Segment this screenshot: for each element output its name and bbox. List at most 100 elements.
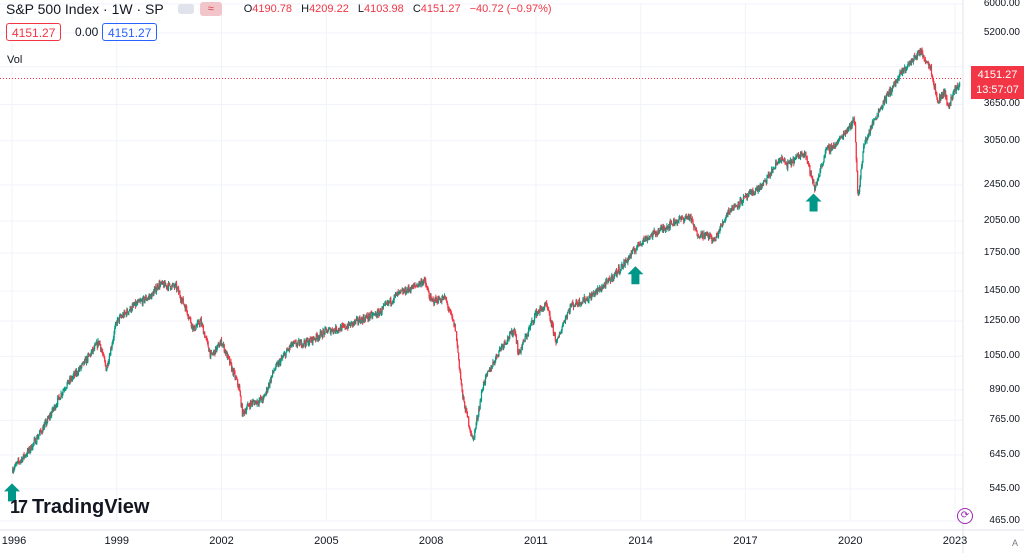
- wave-icon[interactable]: ≈: [199, 2, 222, 16]
- candle-body-591: [409, 289, 411, 291]
- buy-price-button[interactable]: 4151.27: [102, 23, 158, 41]
- candle-body-1285: [875, 118, 877, 120]
- candle-body-1150: [784, 159, 786, 163]
- candle-body-1231: [838, 137, 841, 140]
- candle-body-642: [443, 296, 445, 300]
- candle-body-732: [503, 341, 505, 346]
- candle-body-922: [631, 251, 633, 254]
- candle-body-103: [81, 363, 83, 367]
- candle-body-268: [192, 323, 194, 330]
- candle-body-1: [12, 470, 14, 473]
- candle-body-274: [196, 325, 198, 327]
- candle-body-1059: [723, 221, 725, 223]
- symbol-title[interactable]: S&P 500 Index · 1W · SP: [6, 1, 164, 17]
- auto-scale-button[interactable]: A: [1011, 538, 1018, 548]
- candle-body-728: [501, 345, 503, 349]
- candle-body-980: [670, 220, 672, 223]
- candle-body-801: [550, 319, 552, 323]
- candle-body-31: [32, 442, 35, 444]
- candle-body-1207: [822, 161, 824, 164]
- candle-body-1069: [730, 209, 732, 210]
- candle-body-618: [427, 288, 429, 290]
- candle-body-264: [189, 317, 191, 318]
- candle-body-323: [229, 358, 231, 364]
- candle-body-170: [126, 309, 128, 316]
- candle-body-594: [411, 285, 413, 290]
- candle-body-16: [22, 454, 25, 458]
- candle-body-10: [18, 461, 20, 463]
- candle-body-874: [599, 287, 601, 290]
- tradingview-logo[interactable]: 17 TradingView: [10, 496, 149, 519]
- candle-body-228: [165, 285, 167, 286]
- candle-body-190: [139, 300, 141, 302]
- candle-body-291: [207, 341, 209, 348]
- candle-body-1329: [904, 66, 906, 71]
- candle-body-850: [582, 299, 585, 302]
- compare-icon[interactable]: ⟳: [957, 508, 973, 524]
- candle-body-619: [427, 289, 430, 293]
- candle-body-939: [642, 238, 644, 243]
- candle-body-341: [241, 404, 243, 407]
- candle-body-1234: [840, 135, 843, 138]
- candle-body-1129: [770, 173, 772, 175]
- candle-body-1376: [936, 93, 938, 98]
- candle-body-762: [523, 340, 526, 342]
- visibility-toggle-icon[interactable]: [177, 4, 194, 14]
- candle-body-156: [116, 318, 119, 324]
- candle-body-1203: [820, 165, 822, 171]
- candle-body-849: [582, 299, 584, 303]
- candle-body-601: [415, 285, 417, 287]
- candle-body-7: [16, 461, 18, 463]
- candle-body-1315: [895, 81, 897, 86]
- candle-body-292: [208, 347, 210, 352]
- candle-body-1225: [834, 144, 837, 147]
- candle-body-367: [258, 400, 260, 404]
- candle-body-608: [420, 280, 422, 283]
- sell-price-button[interactable]: 4151.27: [6, 23, 62, 41]
- candle-body-738: [507, 336, 509, 339]
- candle-body-796: [546, 305, 548, 308]
- candle-body-1400: [952, 93, 954, 99]
- candle-body-14: [21, 458, 23, 462]
- candle-body-735: [505, 343, 507, 344]
- candle-body-746: [513, 330, 515, 334]
- volume-label[interactable]: Vol: [7, 54, 23, 66]
- candle-body-36: [36, 436, 38, 443]
- candle-body-1290: [878, 110, 880, 112]
- candle-body-955: [653, 230, 655, 234]
- candle-body-355: [250, 401, 252, 404]
- candle-body-1310: [891, 86, 894, 89]
- candle-body-1194: [814, 186, 816, 191]
- candle-body-153: [114, 323, 117, 329]
- candle-body-921: [630, 251, 632, 257]
- candle-body-680: [468, 425, 470, 429]
- candle-body-326: [231, 363, 233, 371]
- candle-body-794: [545, 302, 547, 305]
- candle-body-94: [75, 371, 77, 375]
- candle-body-649: [447, 308, 450, 310]
- candle-body-1224: [834, 144, 836, 149]
- candle-body-113: [87, 354, 90, 356]
- candle-body-998: [682, 217, 684, 220]
- candle-body-1244: [847, 129, 849, 131]
- candle-body-1263: [860, 169, 862, 178]
- candle-body-283: [202, 324, 204, 327]
- candle-body-1240: [844, 130, 847, 135]
- candle-body-968: [662, 226, 664, 231]
- candle-body-304: [216, 346, 218, 352]
- candle-body-924: [632, 248, 634, 250]
- candle-body-886: [607, 280, 609, 283]
- candle-body-809: [555, 340, 557, 343]
- candle-body-760: [522, 340, 524, 345]
- candle-body-1188: [809, 170, 812, 174]
- candle-body-1180: [804, 151, 806, 153]
- candle-body-633: [437, 302, 439, 304]
- candle-body-105: [82, 361, 84, 363]
- candle-body-42: [40, 429, 42, 432]
- candle-body-393: [276, 363, 278, 365]
- candle-body-663: [457, 345, 459, 353]
- candle-body-112: [87, 354, 89, 362]
- candle-body-237: [171, 285, 173, 289]
- candle-body-430: [300, 340, 303, 347]
